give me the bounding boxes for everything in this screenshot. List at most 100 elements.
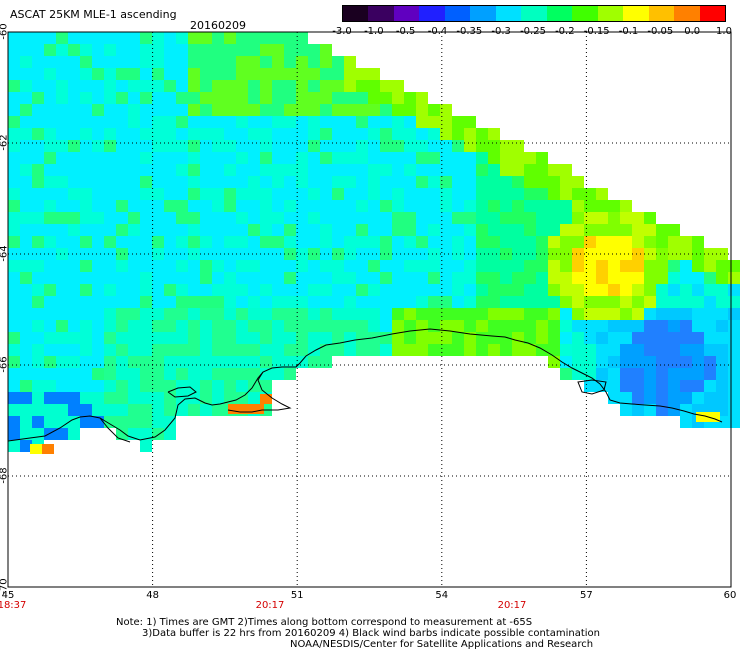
wind-cell [20, 176, 32, 188]
wind-cell [680, 308, 692, 320]
wind-cell [464, 308, 476, 320]
wind-cell [32, 44, 44, 56]
wind-cell [620, 368, 632, 380]
wind-cell [212, 356, 224, 368]
wind-cell [116, 236, 128, 248]
wind-cell [296, 248, 308, 260]
wind-cell [32, 308, 44, 320]
wind-cell [560, 320, 572, 332]
wind-cell [368, 104, 380, 116]
wind-cell [44, 284, 56, 296]
wind-cell [356, 152, 368, 164]
wind-cell [68, 332, 80, 344]
wind-cell [284, 260, 296, 272]
wind-cell [200, 212, 212, 224]
wind-cell [404, 164, 416, 176]
wind-cell [176, 68, 188, 80]
wind-cell [152, 152, 164, 164]
wind-cell [224, 236, 236, 248]
wind-cell [8, 68, 20, 80]
wind-cell [344, 128, 356, 140]
wind-cell [56, 164, 68, 176]
wind-cell [140, 92, 152, 104]
wind-cell [656, 260, 668, 272]
wind-cell [428, 284, 440, 296]
wind-cell [200, 80, 212, 92]
wind-cell [152, 308, 164, 320]
wind-cell [236, 104, 248, 116]
wind-cell [608, 224, 620, 236]
wind-cell [428, 260, 440, 272]
wind-cell [632, 308, 644, 320]
wind-cell [296, 164, 308, 176]
coastline [7, 328, 723, 442]
wind-cell [56, 272, 68, 284]
wind-cell [404, 104, 416, 116]
wind-cell [128, 32, 140, 44]
wind-cell [80, 140, 92, 152]
wind-cell [140, 152, 152, 164]
wind-cell [200, 224, 212, 236]
wind-cell [344, 92, 356, 104]
wind-cell [152, 212, 164, 224]
wind-cell [116, 332, 128, 344]
wind-cell [68, 44, 80, 56]
wind-cell [608, 212, 620, 224]
wind-cell [356, 116, 368, 128]
wind-cell [128, 320, 140, 332]
wind-cell [56, 380, 68, 392]
wind-cell [236, 128, 248, 140]
wind-cell [56, 260, 68, 272]
wind-cell [728, 260, 740, 272]
wind-cell [536, 332, 548, 344]
wind-cell [464, 272, 476, 284]
wind-cell [8, 248, 20, 260]
wind-cell [104, 44, 116, 56]
wind-cell [212, 224, 224, 236]
wind-cell [8, 152, 20, 164]
wind-cell [344, 248, 356, 260]
wind-cell [80, 416, 92, 428]
wind-cell [572, 236, 584, 248]
wind-cell [632, 320, 644, 332]
wind-cell [404, 188, 416, 200]
wind-cell [32, 140, 44, 152]
wind-cell [164, 308, 176, 320]
wind-cell [284, 56, 296, 68]
wind-cell [200, 344, 212, 356]
wind-cell [440, 116, 452, 128]
wind-cell [200, 332, 212, 344]
wind-cell [620, 212, 632, 224]
wind-cell [476, 296, 488, 308]
wind-cell [272, 80, 284, 92]
wind-cell [392, 152, 404, 164]
wind-cell [152, 332, 164, 344]
wind-cell [224, 272, 236, 284]
wind-cell [8, 272, 20, 284]
wind-cell [188, 284, 200, 296]
wind-cell [20, 344, 32, 356]
wind-cell [212, 320, 224, 332]
wind-cell [644, 236, 656, 248]
wind-cell [392, 284, 404, 296]
wind-cell [368, 344, 380, 356]
wind-cell [584, 368, 596, 380]
wind-cell [20, 260, 32, 272]
wind-cell [272, 260, 284, 272]
wind-cell [176, 92, 188, 104]
wind-cell [320, 152, 332, 164]
wind-cell [116, 272, 128, 284]
wind-cell [212, 332, 224, 344]
wind-cell [536, 152, 548, 164]
wind-cell [260, 380, 272, 392]
wind-cell [212, 344, 224, 356]
wind-cell [620, 236, 632, 248]
wind-cell [368, 80, 380, 92]
wind-cell [536, 236, 548, 248]
wind-cell [284, 164, 296, 176]
wind-cell [176, 212, 188, 224]
wind-cell [128, 236, 140, 248]
wind-cell [452, 272, 464, 284]
wind-cell [20, 296, 32, 308]
wind-cell [56, 32, 68, 44]
